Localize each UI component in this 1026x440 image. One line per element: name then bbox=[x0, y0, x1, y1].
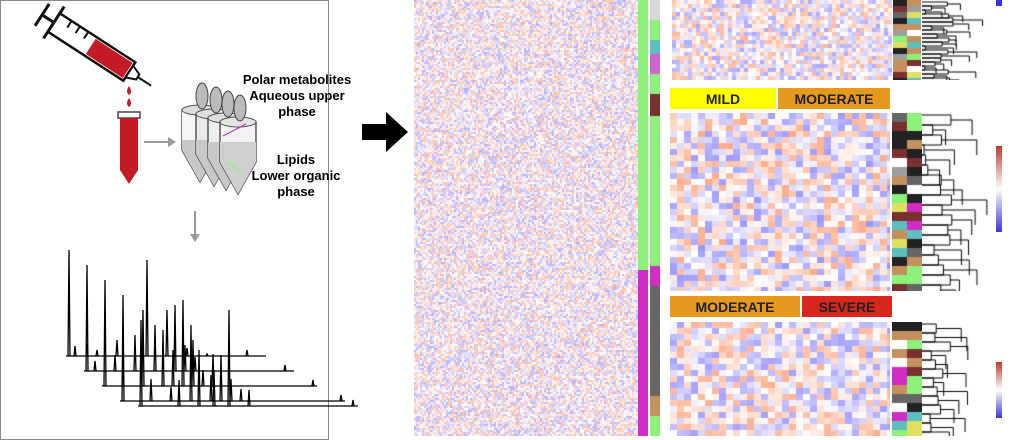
polar-label-line-1: Polar metabolites bbox=[242, 72, 352, 87]
moderate-bar-bottom-label: MODERATE bbox=[695, 298, 775, 315]
severe-bar: SEVERE bbox=[802, 296, 892, 317]
lipids-label-line-2: Lower organic bbox=[251, 168, 341, 183]
heatmap-moderate-severe bbox=[670, 322, 890, 436]
moderate-bar-bottom: MODERATE bbox=[670, 296, 800, 317]
dendrogram-top bbox=[922, 0, 992, 80]
moderate-bar-top: MODERATE bbox=[778, 88, 890, 109]
polar-label: Polar metabolites Aqueous upper phase bbox=[232, 72, 362, 120]
color-scale-mid bbox=[996, 146, 1002, 232]
full-heatmap bbox=[414, 0, 638, 436]
polar-label-line-2: Aqueous upper bbox=[249, 88, 345, 103]
polar-label-line-3: phase bbox=[278, 104, 316, 119]
moderate-bar-top-label: MODERATE bbox=[794, 90, 874, 107]
category-strip bbox=[650, 0, 660, 436]
color-scale-top bbox=[996, 0, 1002, 6]
mild-bar-label: MILD bbox=[705, 90, 741, 107]
heatmap-mild-moderate bbox=[670, 113, 890, 291]
heatmap-top bbox=[672, 0, 892, 80]
lipids-label-line-3: phase bbox=[277, 184, 315, 199]
extraction-tubes-icon bbox=[181, 82, 257, 196]
chromatogram-stack bbox=[66, 249, 358, 407]
syringe-icon bbox=[33, 3, 152, 87]
strip-top bbox=[893, 0, 921, 80]
severe-bar-label: SEVERE bbox=[818, 298, 876, 315]
strip-mid bbox=[892, 113, 922, 291]
color-scale-bottom bbox=[996, 362, 1002, 418]
arrow-right-icon bbox=[362, 112, 408, 152]
dendrogram-mid bbox=[922, 113, 992, 291]
blood-tube-icon bbox=[117, 111, 141, 184]
arrow-down-icon bbox=[190, 211, 200, 242]
lipids-label: Lipids Lower organic phase bbox=[232, 152, 360, 200]
arrow-right-small-icon bbox=[144, 137, 176, 147]
dendrogram-bottom bbox=[922, 322, 992, 436]
workflow-illustration bbox=[33, 3, 358, 407]
polar-pointer-line bbox=[222, 123, 247, 137]
mild-bar: MILD bbox=[670, 88, 776, 109]
lipids-label-line-1: Lipids bbox=[276, 152, 316, 167]
strip-bottom bbox=[892, 322, 922, 436]
group-strip-main bbox=[638, 0, 648, 436]
blood-drop-icon bbox=[127, 86, 131, 107]
lipid-pointer-line bbox=[225, 161, 243, 173]
